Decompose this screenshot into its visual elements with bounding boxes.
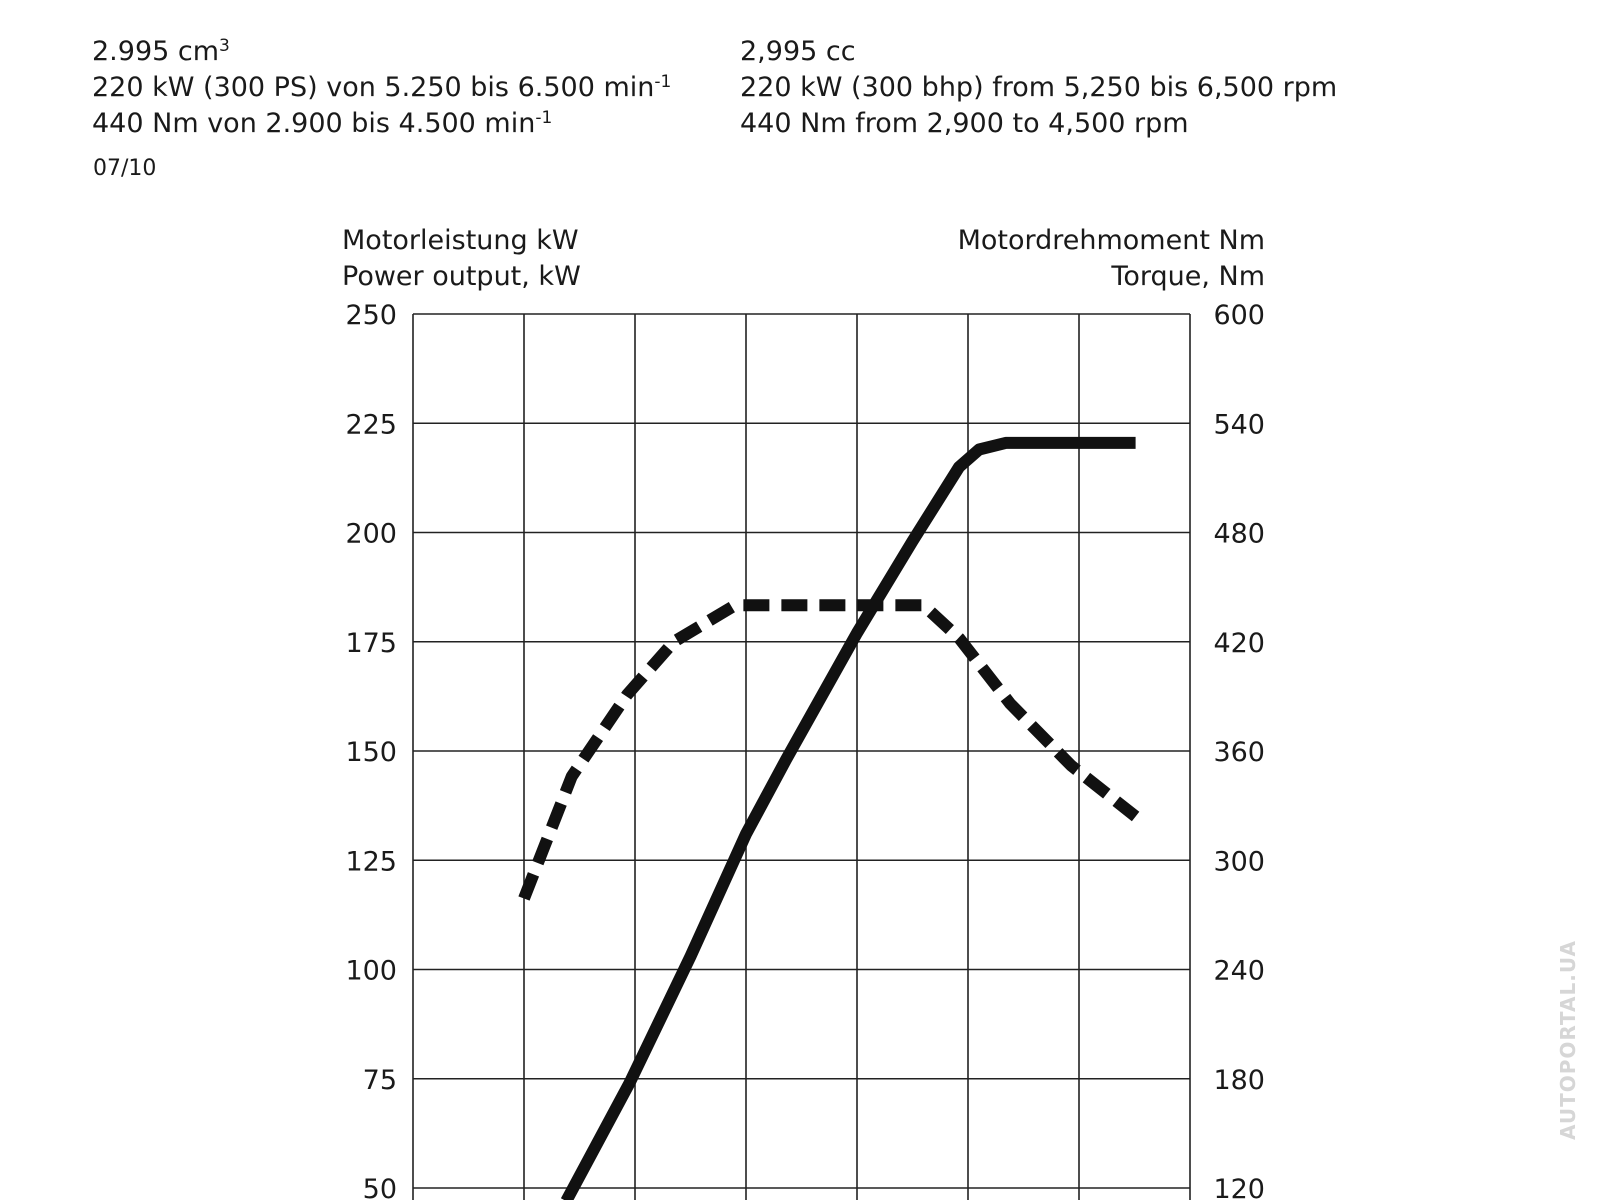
torque-en: 440 Nm from 2,900 to 4,500 rpm bbox=[740, 108, 1189, 139]
left-axis-label-de: Motorleistung kW bbox=[342, 225, 579, 256]
right-tick-label: 360 bbox=[1213, 737, 1265, 768]
spec-block-english: 2,995 cc 220 kW (300 bhp) from 5,250 bis… bbox=[740, 34, 1337, 142]
torque-de: 440 Nm von 2.900 bis 4.500 min-1 bbox=[92, 106, 671, 142]
right-tick-label: 120 bbox=[1213, 1174, 1265, 1200]
superscript: -1 bbox=[535, 108, 553, 128]
left-tick-label: 250 bbox=[345, 300, 397, 331]
power-en: 220 kW (300 bhp) from 5,250 bis 6,500 rp… bbox=[740, 72, 1338, 103]
right-tick-label: 180 bbox=[1213, 1065, 1265, 1096]
right-tick-label: 600 bbox=[1213, 300, 1265, 331]
right-tick-label: 480 bbox=[1213, 519, 1265, 550]
left-tick-label: 100 bbox=[345, 956, 397, 987]
right-axis-label-en: Torque, Nm bbox=[1110, 261, 1265, 292]
left-tick-label: 200 bbox=[345, 519, 397, 550]
left-axis-label-en: Power output, kW bbox=[342, 261, 581, 292]
right-tick-label: 420 bbox=[1213, 628, 1265, 659]
right-tick-label: 240 bbox=[1213, 956, 1265, 987]
left-tick-label: 125 bbox=[345, 846, 397, 877]
right-tick-label: 540 bbox=[1213, 409, 1265, 440]
torque-line bbox=[518, 599, 1140, 901]
left-tick-label: 175 bbox=[345, 628, 397, 659]
series-lines bbox=[518, 436, 1140, 1200]
power-line bbox=[560, 436, 1136, 1200]
date-label: 07/10 bbox=[93, 156, 157, 181]
watermark: AUTOPORTAL.UA bbox=[1556, 940, 1580, 1140]
right-tick-label: 300 bbox=[1213, 846, 1265, 877]
displacement-de: 2.995 cm3 bbox=[92, 34, 671, 70]
power-de: 220 kW (300 PS) von 5.250 bis 6.500 min-… bbox=[92, 70, 671, 106]
superscript: 3 bbox=[219, 36, 230, 56]
left-tick-label: 225 bbox=[345, 409, 397, 440]
left-tick-label: 150 bbox=[345, 737, 397, 768]
tick-labels: 250 600 225 540 200 480 175 420 150 360 125 300 100 2… bbox=[345, 300, 1265, 1200]
displacement-en: 2,995 cc bbox=[740, 36, 856, 67]
text: 2.995 cm bbox=[92, 36, 220, 67]
left-tick-label: 50 bbox=[363, 1174, 397, 1200]
text: 220 kW (300 PS) von 5.250 bis 6.500 min bbox=[92, 72, 655, 103]
spec-block-german: 2.995 cm3 220 kW (300 PS) von 5.250 bis … bbox=[92, 34, 671, 142]
superscript: -1 bbox=[654, 72, 672, 92]
right-axis-label-de: Motordrehmoment Nm bbox=[958, 225, 1265, 256]
text: 440 Nm von 2.900 bis 4.500 min bbox=[92, 108, 536, 139]
left-tick-label: 75 bbox=[363, 1065, 397, 1096]
